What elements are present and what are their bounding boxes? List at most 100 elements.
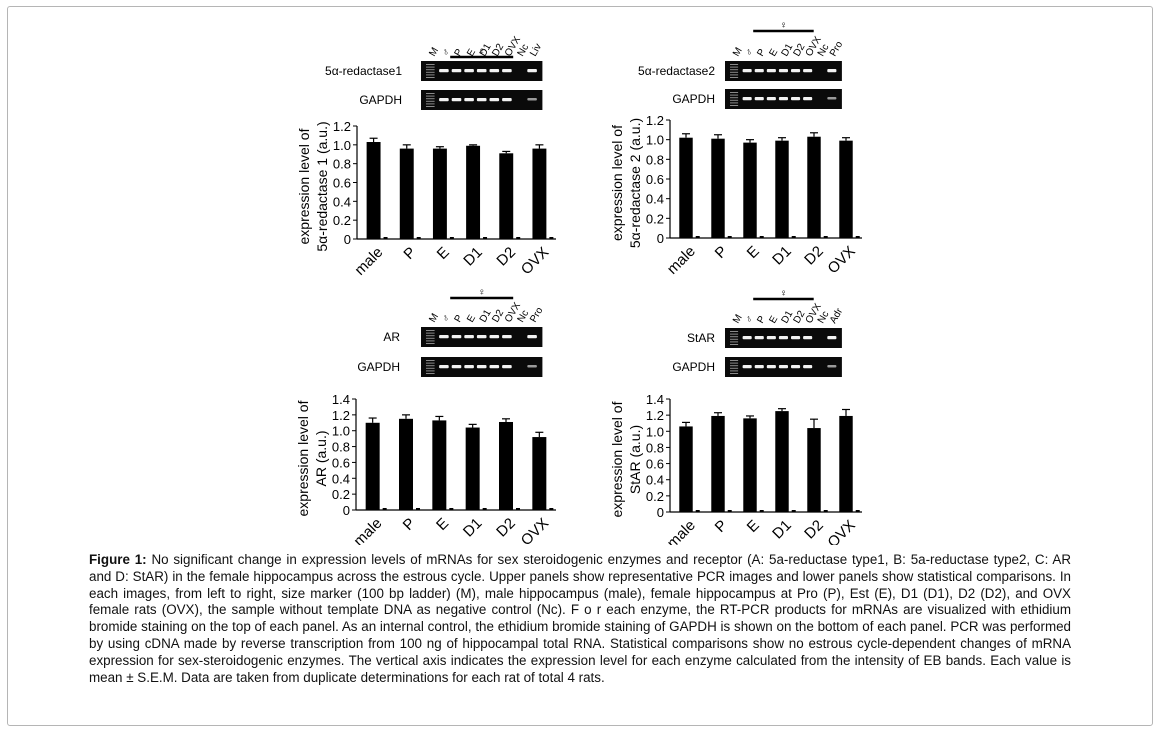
gel-band (803, 69, 813, 73)
gel-band (778, 365, 788, 369)
x-tick-label: D1 (769, 517, 795, 543)
gel-ladder-band (730, 105, 739, 106)
nc-bar (695, 510, 700, 512)
gel-band (439, 335, 449, 339)
gel-ladder-band (426, 66, 435, 68)
gel-ladder-band (426, 100, 435, 102)
nc-bar (823, 510, 828, 512)
x-tick-label: male (350, 515, 385, 545)
y-tick-label: 0.8 (646, 440, 664, 455)
gel-band (827, 97, 837, 100)
gel-ladder-band (730, 341, 739, 343)
gel-band (464, 98, 474, 102)
gel-lane-label: E (767, 47, 780, 59)
gel-label-control: GAPDH (359, 93, 402, 107)
gel-label-target: 5α-redactase1 (325, 64, 402, 78)
gel-lane-label: M (427, 312, 441, 325)
x-tick-label: P (400, 244, 419, 263)
gel-band (464, 69, 474, 73)
gel-band (778, 69, 788, 73)
gel-lane-label: E (767, 314, 780, 326)
gel-band (766, 336, 776, 340)
gel-lane-label: ♂ (440, 47, 453, 59)
y-tick-label: 1.0 (332, 424, 350, 439)
gel-band (527, 335, 537, 339)
y-tick-label: 0 (657, 505, 664, 520)
caption-label: Figure 1: (89, 552, 147, 567)
gel-band (476, 69, 487, 73)
y-tick-label: 0.4 (646, 473, 664, 488)
x-tick-label: D2 (801, 517, 827, 543)
nc-bar (483, 237, 488, 239)
gel-ladder-band (426, 69, 435, 71)
gel-ladder-band (730, 336, 739, 338)
gel-ladder-band (730, 71, 739, 73)
bar (743, 142, 757, 238)
y-tick-label: 0 (343, 503, 350, 518)
gel-band (791, 97, 801, 101)
bar (532, 148, 547, 239)
gel-band (791, 336, 801, 340)
nc-bar (382, 508, 387, 510)
y-axis-label: StAR (a.u.) (627, 425, 643, 494)
gel-ladder-band (426, 337, 435, 339)
y-tick-label: 1.0 (646, 424, 664, 439)
gel-lane-label: P (453, 313, 466, 325)
y-tick-label: 0.8 (646, 152, 664, 167)
gel-band (742, 69, 752, 73)
gel-band (502, 335, 512, 339)
gel-band (742, 365, 752, 369)
gel-lane-label: Nc (516, 42, 532, 58)
bar (432, 148, 447, 239)
gel-band (489, 69, 500, 73)
nc-bar (549, 237, 554, 239)
gel-band (827, 365, 837, 368)
gel-band (451, 69, 462, 73)
gel-ladder-band (426, 370, 435, 372)
gel-ladder-band (730, 362, 739, 364)
y-tick-label: 0.6 (646, 457, 664, 472)
y-tick-label: 1.0 (333, 138, 351, 153)
y-tick-label: 0.8 (333, 157, 351, 172)
gel-label-control: GAPDH (357, 360, 400, 374)
gel-band (803, 336, 813, 340)
nc-bar (727, 510, 732, 512)
figure-panels: M♂ P E D1D2OVXNcLiv♀5α-redactase1GAPDH00.20… (295, 20, 862, 545)
gel-ladder-band (426, 373, 435, 374)
y-axis-label: expression level of (295, 400, 311, 516)
gel-ladder-band (730, 66, 739, 68)
nc-bar (416, 237, 421, 239)
x-tick-label: male (351, 244, 386, 279)
gel-ladder-band (426, 367, 435, 369)
gel-ladder-band (730, 360, 739, 361)
y-tick-label: 1.2 (646, 408, 664, 423)
gel-lane-label: Pro (528, 305, 546, 324)
female-symbol: ♀ (478, 287, 486, 298)
bar (399, 418, 413, 510)
bar (499, 153, 514, 239)
gel-band (803, 97, 813, 101)
gel-band (766, 69, 776, 73)
x-tick-label: D1 (460, 244, 486, 270)
gel-band (754, 336, 764, 340)
y-tick-label: 0.6 (332, 455, 350, 470)
bar (399, 148, 414, 239)
gel-ladder-band (730, 102, 739, 104)
gel-band (778, 97, 788, 101)
gel-label-target: AR (383, 330, 400, 344)
gel-lane-label: Nc (816, 309, 832, 325)
y-tick-label: 0.4 (646, 192, 664, 207)
gel-band (464, 365, 474, 369)
gel-ladder-band (426, 335, 435, 337)
gel-band (754, 69, 764, 73)
gel-band (439, 98, 449, 102)
nc-bar (695, 236, 700, 238)
nc-bar (383, 237, 388, 239)
bar (807, 428, 821, 512)
bar (775, 411, 789, 512)
gel-ladder-band (426, 360, 435, 361)
gel-band (451, 98, 462, 102)
gel-label-control: GAPDH (672, 92, 715, 106)
nc-bar (449, 508, 454, 510)
female-symbol: ♀ (780, 20, 788, 31)
